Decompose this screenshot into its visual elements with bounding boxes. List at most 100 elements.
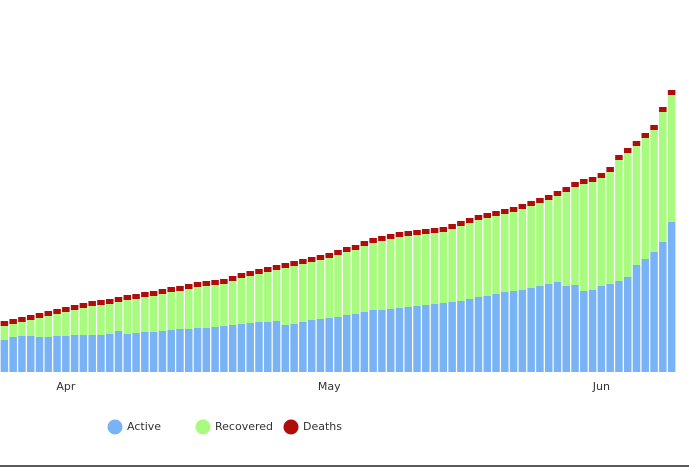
bar-segment bbox=[606, 172, 614, 284]
bar-segment bbox=[141, 297, 149, 332]
bar-segment bbox=[176, 286, 184, 291]
bar-segment bbox=[325, 258, 333, 318]
bar-segment bbox=[18, 322, 26, 336]
bar-segment bbox=[413, 235, 421, 306]
bar-segment bbox=[641, 138, 650, 259]
bar-segment bbox=[9, 337, 17, 372]
bar-segment bbox=[650, 130, 658, 252]
bar-segment bbox=[606, 284, 614, 372]
bar-segment bbox=[509, 212, 518, 291]
bar-segment bbox=[123, 295, 132, 300]
bar-segment bbox=[632, 141, 641, 146]
bar-segment bbox=[0, 321, 9, 326]
x-tick-label: May bbox=[318, 380, 341, 393]
bar-segment bbox=[202, 328, 211, 372]
bar-segment bbox=[132, 333, 140, 372]
bar-segment bbox=[571, 182, 579, 187]
bar-segment bbox=[544, 284, 553, 372]
bar-segment bbox=[79, 335, 88, 372]
bar-segment bbox=[457, 221, 465, 226]
bar-segment bbox=[18, 317, 26, 322]
bar-segment bbox=[632, 265, 641, 372]
bar-segment bbox=[395, 308, 404, 372]
bar-segment bbox=[623, 277, 632, 372]
bar-segment bbox=[167, 287, 175, 292]
bar-segment bbox=[553, 196, 562, 282]
bar-segment bbox=[334, 255, 342, 317]
bar-segment bbox=[193, 328, 202, 372]
bar-segment bbox=[263, 272, 272, 322]
bar-segment bbox=[553, 282, 562, 372]
bar-segment bbox=[316, 260, 325, 319]
bar-segment bbox=[325, 318, 333, 372]
bar-segment bbox=[281, 263, 290, 268]
bar-segment bbox=[597, 286, 606, 372]
bar-segment bbox=[334, 250, 342, 255]
bar-segment bbox=[395, 237, 404, 308]
bar-segment bbox=[299, 264, 307, 322]
bar-segment bbox=[307, 257, 316, 262]
bar-segment bbox=[474, 297, 483, 372]
bar-segment bbox=[105, 304, 114, 334]
bar-segment bbox=[343, 252, 351, 315]
bar-segment bbox=[501, 209, 509, 214]
legend-marker bbox=[283, 419, 299, 435]
bar-segment bbox=[281, 268, 290, 325]
bar-segment bbox=[158, 294, 167, 331]
bar-segment bbox=[202, 286, 211, 328]
bar-segment bbox=[158, 331, 167, 372]
bar-segment bbox=[623, 148, 632, 153]
bar-segment bbox=[615, 281, 623, 372]
x-tick-label: Jun bbox=[592, 380, 610, 393]
bar-segment bbox=[9, 319, 17, 324]
bar-segment bbox=[483, 218, 492, 296]
bar-segment bbox=[369, 243, 377, 310]
bar-segment bbox=[272, 321, 281, 372]
bar-segment bbox=[211, 327, 219, 372]
bar-segment bbox=[246, 271, 254, 276]
bar-segment bbox=[623, 153, 632, 277]
bar-segment bbox=[290, 261, 298, 266]
bar-segment bbox=[518, 204, 527, 209]
bar-segment bbox=[518, 290, 527, 372]
bar-segment bbox=[105, 334, 114, 372]
bar-segment bbox=[351, 245, 360, 250]
bar-segment bbox=[351, 314, 360, 372]
bar-segment bbox=[334, 317, 342, 372]
bar-segment bbox=[553, 191, 562, 196]
bar-segment bbox=[422, 234, 430, 305]
bar-segment bbox=[439, 227, 448, 232]
bar-segment bbox=[439, 303, 448, 372]
bar-segment bbox=[527, 288, 535, 372]
bar-segment bbox=[632, 146, 641, 265]
bar-segment bbox=[307, 320, 316, 372]
bar-segment bbox=[641, 133, 650, 138]
bar-segment bbox=[483, 296, 492, 372]
bar-segment bbox=[0, 340, 9, 372]
bar-segment bbox=[35, 318, 44, 337]
bar-segment bbox=[123, 334, 132, 372]
bar-segment bbox=[430, 228, 439, 233]
bar-segment bbox=[465, 218, 474, 223]
bar-segment bbox=[246, 276, 254, 323]
bar-segment bbox=[149, 296, 158, 332]
bar-segment bbox=[290, 324, 298, 372]
bar-segment bbox=[18, 336, 26, 372]
bar-segment bbox=[571, 285, 579, 372]
bar-segment bbox=[44, 316, 53, 337]
bar-segment bbox=[667, 95, 676, 222]
bar-segment bbox=[422, 229, 430, 234]
bar-segment bbox=[281, 325, 290, 372]
bar-segment bbox=[255, 274, 263, 322]
bar-segment bbox=[430, 233, 439, 304]
bar-segment bbox=[536, 286, 544, 372]
bar-segment bbox=[97, 305, 105, 335]
bar-segment bbox=[659, 112, 667, 242]
bar-segment bbox=[544, 200, 553, 284]
bar-segment bbox=[123, 300, 132, 334]
bar-segment bbox=[9, 324, 17, 337]
bar-segment bbox=[35, 313, 44, 318]
bar-segment bbox=[659, 107, 667, 112]
bar-segment bbox=[457, 301, 465, 372]
